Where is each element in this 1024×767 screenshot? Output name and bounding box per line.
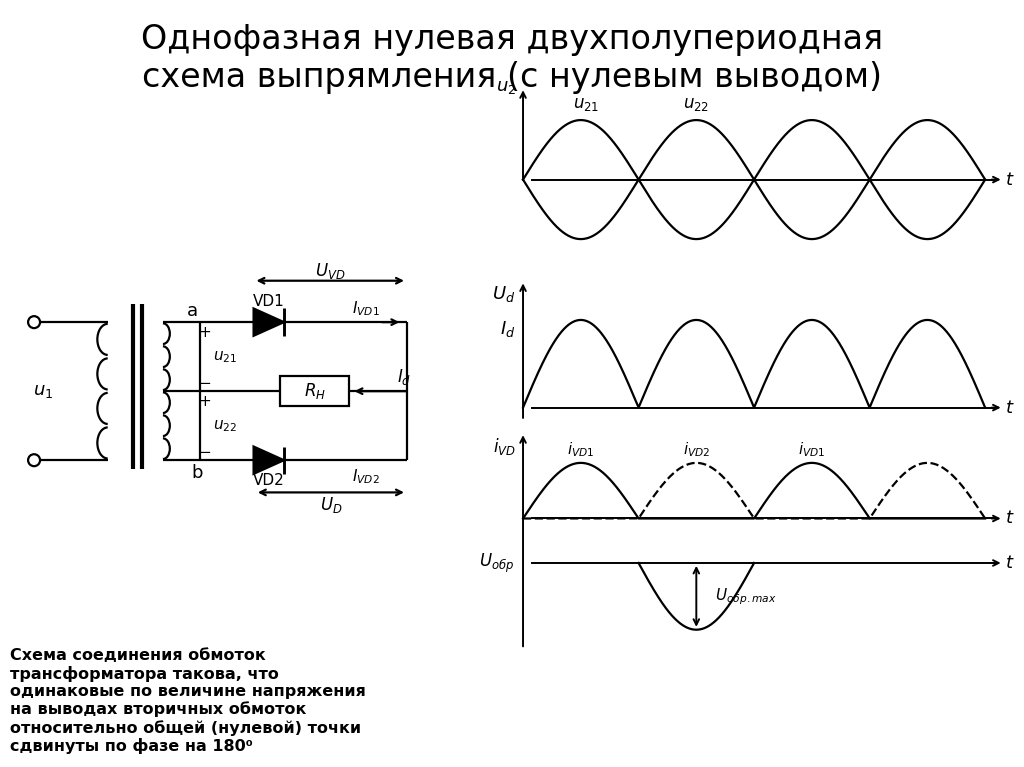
Text: $-$: $-$ <box>198 374 211 389</box>
Text: $i_{VD1}$: $i_{VD1}$ <box>567 440 595 459</box>
Text: $R_H$: $R_H$ <box>304 381 326 401</box>
Text: $u_1$: $u_1$ <box>33 382 53 400</box>
Text: $t$: $t$ <box>1006 509 1015 528</box>
Text: Однофазная нулевая двухполупериодная
схема выпрямления (с нулевым выводом): Однофазная нулевая двухполупериодная схе… <box>141 23 883 94</box>
Text: $u_{21}$: $u_{21}$ <box>213 349 238 364</box>
Text: b: b <box>191 464 203 482</box>
Text: $+$: $+$ <box>198 324 211 340</box>
Text: $u_{21}$: $u_{21}$ <box>573 95 600 114</box>
Text: Схема соединения обмоток
трансформатора такова, что
одинаковые по величине напря: Схема соединения обмоток трансформатора … <box>10 648 367 754</box>
Text: $U_{обр.max}$: $U_{обр.max}$ <box>715 586 776 607</box>
Text: $U_{обр}$: $U_{обр}$ <box>478 551 514 574</box>
Polygon shape <box>254 308 284 336</box>
Text: VD1: VD1 <box>253 294 285 309</box>
Text: $t$: $t$ <box>1006 554 1015 572</box>
Text: $I_{VD2}$: $I_{VD2}$ <box>351 467 379 486</box>
Text: $U_d$: $U_d$ <box>493 284 516 304</box>
Text: $U_{VD}$: $U_{VD}$ <box>315 261 345 281</box>
Text: $I_d$: $I_d$ <box>501 319 516 339</box>
Text: $u_2$: $u_2$ <box>496 78 516 97</box>
Polygon shape <box>254 446 284 474</box>
Text: $t$: $t$ <box>1006 170 1015 189</box>
Text: $u_{22}$: $u_{22}$ <box>683 95 710 114</box>
Text: $i_{VD1}$: $i_{VD1}$ <box>798 440 825 459</box>
Text: $U_D$: $U_D$ <box>319 495 342 515</box>
Text: $u_{22}$: $u_{22}$ <box>213 418 238 433</box>
Text: $-$: $-$ <box>198 443 211 458</box>
Text: VD2: VD2 <box>253 473 285 489</box>
Text: a: a <box>187 301 199 320</box>
Text: $t$: $t$ <box>1006 399 1015 416</box>
Text: $i_{VD}$: $i_{VD}$ <box>493 436 516 456</box>
Text: $i_{VD2}$: $i_{VD2}$ <box>683 440 710 459</box>
Text: $I_d$: $I_d$ <box>397 367 412 387</box>
FancyBboxPatch shape <box>281 377 349 406</box>
Text: $+$: $+$ <box>198 393 211 409</box>
Text: $I_{VD1}$: $I_{VD1}$ <box>351 299 379 318</box>
